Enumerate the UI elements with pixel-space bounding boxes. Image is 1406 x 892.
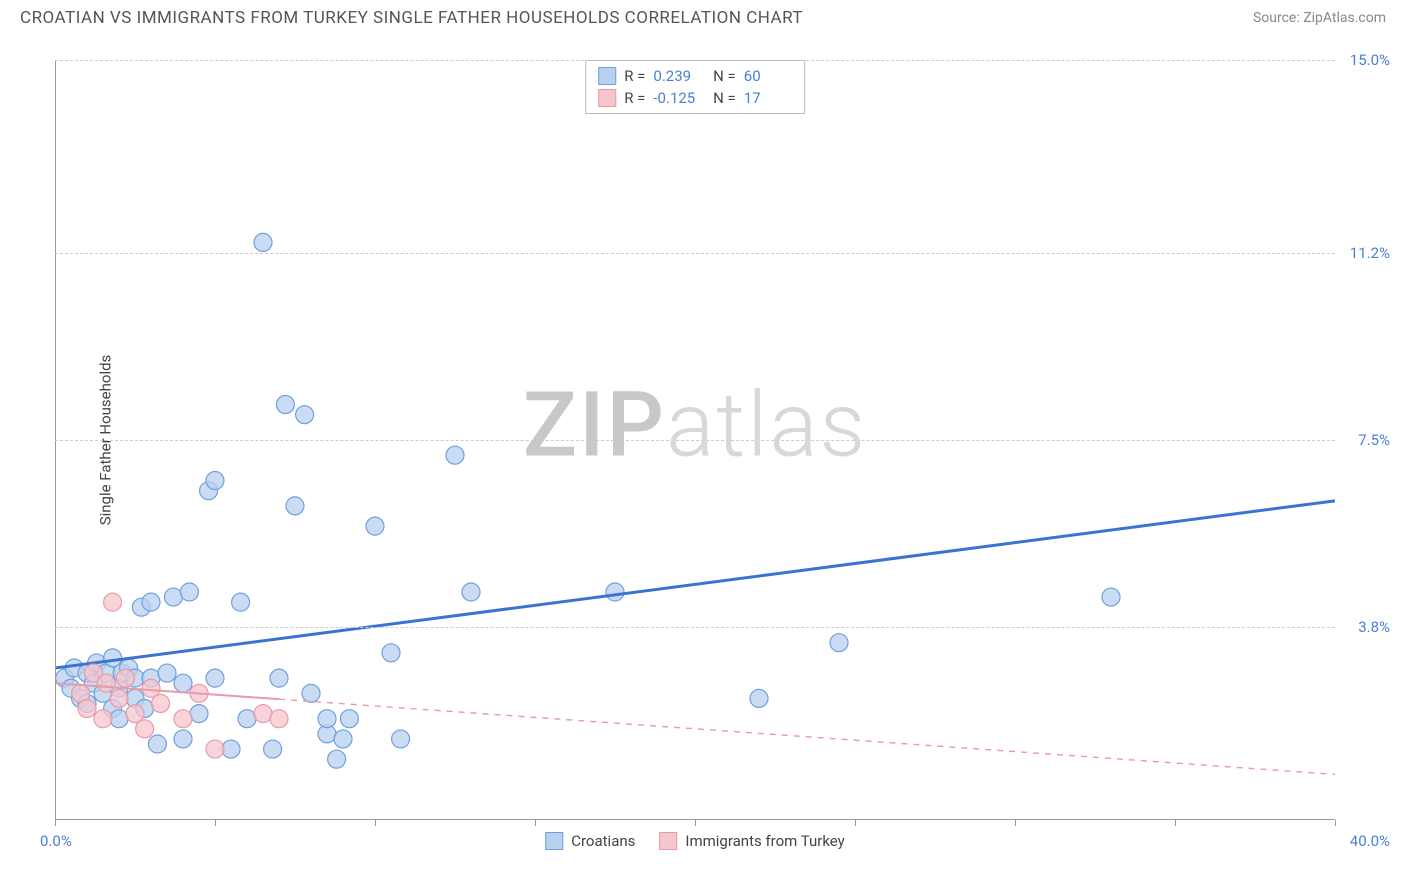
data-point [222, 740, 240, 758]
stats-box: R = 0.239 N = 60 R = -0.125 N = 17 [585, 60, 805, 114]
data-point [148, 735, 166, 753]
data-point [174, 710, 192, 728]
chart-header: CROATIAN VS IMMIGRANTS FROM TURKEY SINGL… [0, 0, 1406, 32]
stat-n-value: 17 [744, 89, 792, 107]
data-point [206, 740, 224, 758]
stat-r-value: 0.239 [653, 67, 701, 85]
data-point [136, 720, 154, 738]
data-point [232, 593, 250, 611]
stat-n-value: 60 [744, 67, 792, 85]
series-swatch [598, 67, 616, 85]
data-point [110, 689, 128, 707]
legend-item: Immigrants from Turkey [659, 832, 844, 850]
data-point [318, 710, 336, 728]
x-tickmark [535, 820, 536, 826]
data-point [174, 730, 192, 748]
data-point [830, 634, 848, 652]
data-point [264, 740, 282, 758]
trend-line [55, 501, 1335, 668]
data-point [382, 644, 400, 662]
data-point [286, 497, 304, 515]
data-point [446, 446, 464, 464]
legend: Croatians Immigrants from Turkey [545, 832, 845, 850]
stat-r-label: R = [624, 67, 645, 85]
y-tick-label: 3.8% [1358, 618, 1390, 636]
data-point [334, 730, 352, 748]
x-tickmark [855, 820, 856, 826]
data-point [206, 669, 224, 687]
chart-title: CROATIAN VS IMMIGRANTS FROM TURKEY SINGL… [20, 8, 803, 28]
data-point [254, 233, 272, 251]
stat-r-label: R = [624, 89, 645, 107]
data-point [110, 710, 128, 728]
stat-r-value: -0.125 [653, 89, 701, 107]
data-point [254, 705, 272, 723]
x-tickmark [695, 820, 696, 826]
data-point [606, 583, 624, 601]
legend-swatch [545, 832, 563, 850]
data-point [270, 710, 288, 728]
data-point [164, 588, 182, 606]
data-point [340, 710, 358, 728]
data-point [152, 694, 170, 712]
data-point [270, 669, 288, 687]
data-point [238, 710, 256, 728]
chart-source: Source: ZipAtlas.com [1253, 10, 1386, 26]
data-point [276, 396, 294, 414]
data-point [392, 730, 410, 748]
data-point [94, 710, 112, 728]
y-tick-label: 11.2% [1350, 244, 1390, 262]
x-axis-end: 40.0% [1350, 832, 1390, 850]
stat-n-label: N = [709, 89, 735, 107]
data-point [1102, 588, 1120, 606]
x-tickmark [1015, 820, 1016, 826]
data-point [366, 517, 384, 535]
data-point [142, 593, 160, 611]
data-point [174, 674, 192, 692]
chart-area: Single Father Households ZIPatlas 3.8%7.… [55, 60, 1335, 820]
gridline [55, 440, 1335, 441]
data-point [296, 406, 314, 424]
stat-row: R = -0.125 N = 17 [598, 87, 792, 109]
data-point [750, 689, 768, 707]
data-point [462, 583, 480, 601]
data-point [180, 583, 198, 601]
stat-n-label: N = [709, 67, 735, 85]
x-tickmark [55, 820, 56, 826]
y-tick-label: 15.0% [1350, 51, 1390, 69]
trend-line-extrapolated [279, 699, 1335, 774]
data-point [158, 664, 176, 682]
stat-row: R = 0.239 N = 60 [598, 65, 792, 87]
data-point [78, 700, 96, 718]
x-tickmark [215, 820, 216, 826]
y-tick-label: 7.5% [1358, 431, 1390, 449]
x-tickmark [375, 820, 376, 826]
data-point [116, 669, 134, 687]
data-point [302, 684, 320, 702]
data-point [328, 750, 346, 768]
x-tickmark [1335, 820, 1336, 826]
data-point [206, 472, 224, 490]
data-point [97, 674, 115, 692]
x-axis-start: 0.0% [40, 832, 72, 850]
gridline [55, 627, 1335, 628]
data-point [190, 705, 208, 723]
legend-label: Immigrants from Turkey [685, 832, 844, 850]
gridline [55, 253, 1335, 254]
x-tickmark [1175, 820, 1176, 826]
legend-label: Croatians [571, 832, 635, 850]
legend-swatch [659, 832, 677, 850]
data-point [104, 593, 122, 611]
series-swatch [598, 89, 616, 107]
legend-item: Croatians [545, 832, 635, 850]
